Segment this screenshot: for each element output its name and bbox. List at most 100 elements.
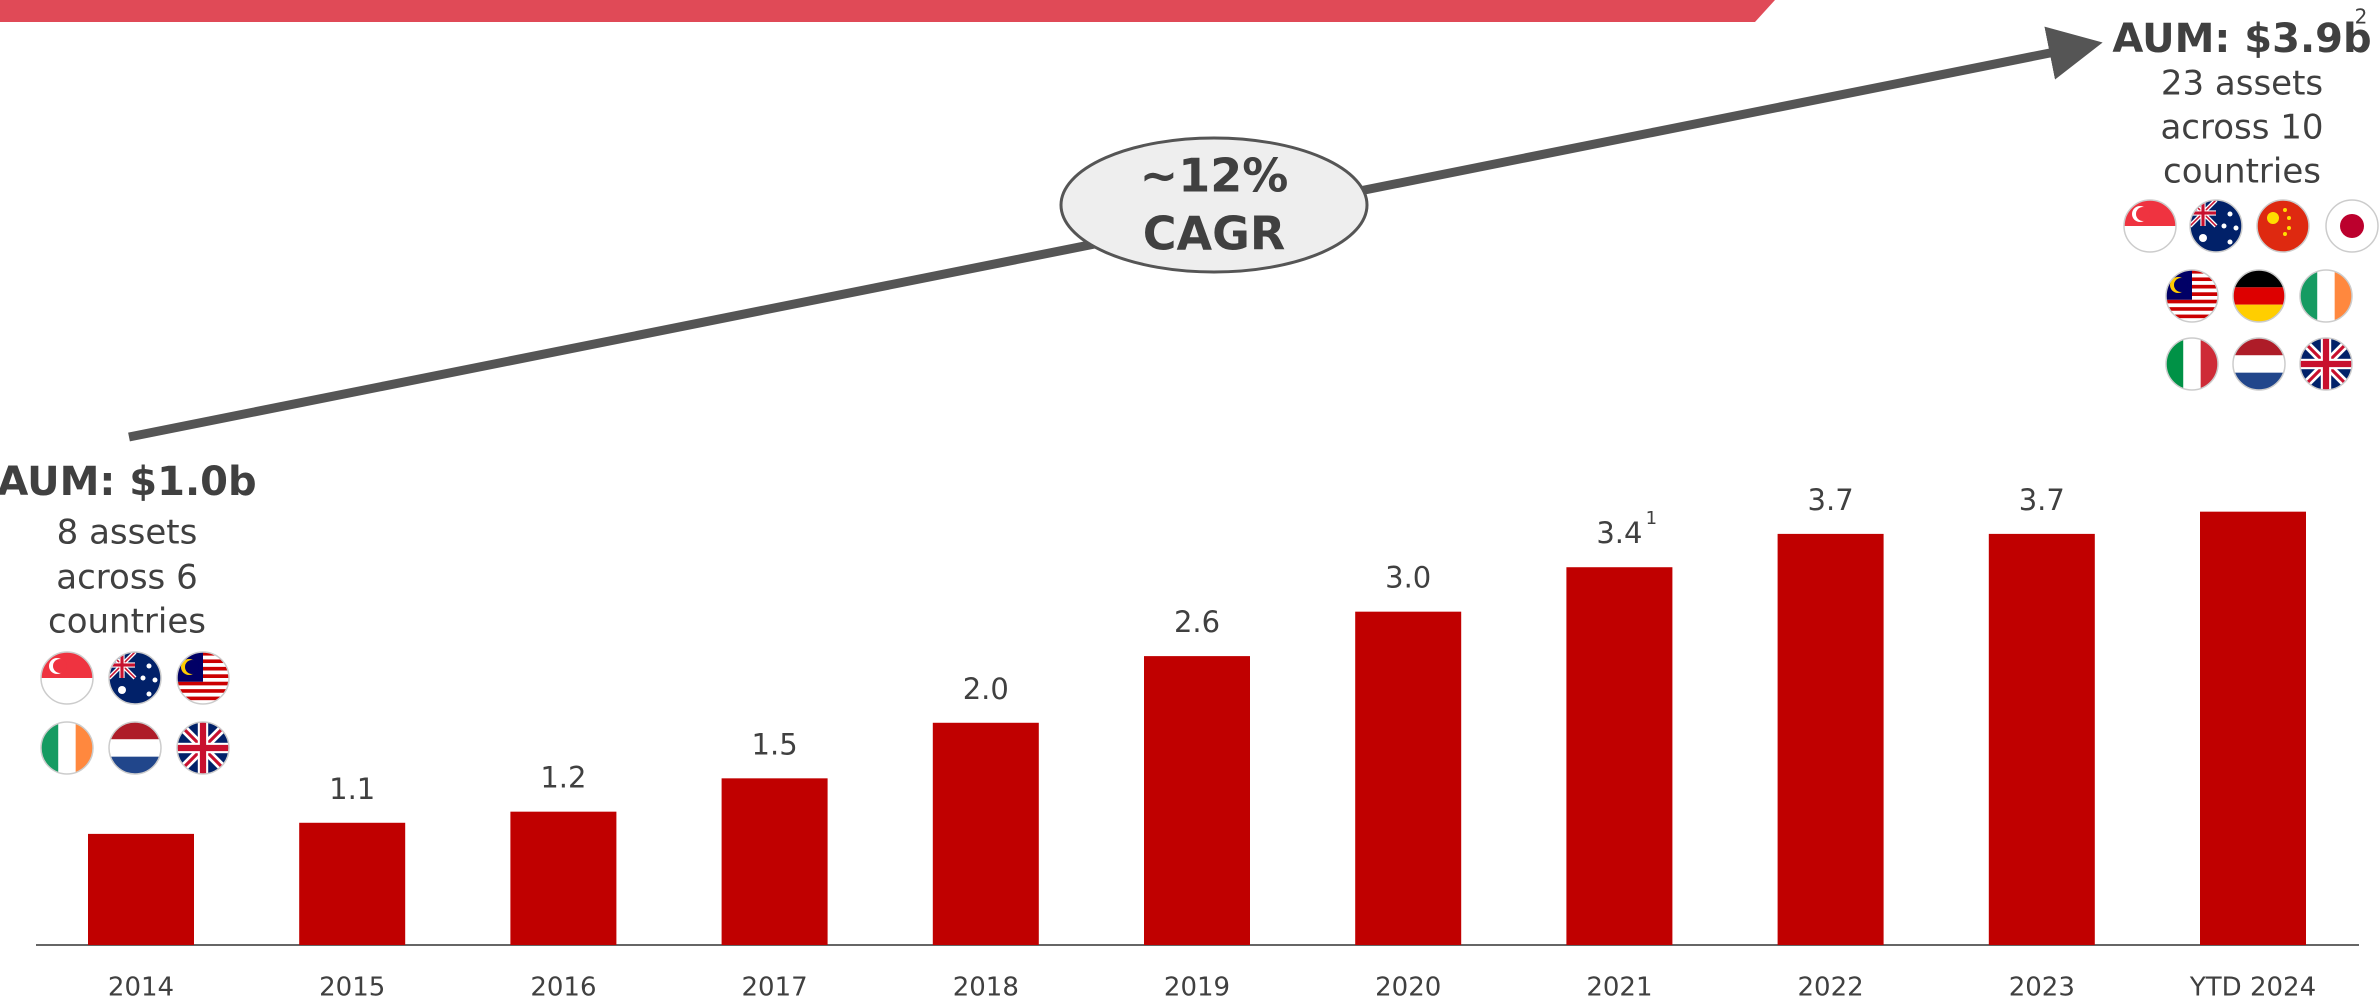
start-line: 8 assets	[57, 513, 198, 553]
x-tick-label: 2020	[1375, 973, 1441, 1002]
flag-part	[177, 681, 229, 686]
cagr-label: CAGR	[1143, 207, 1286, 261]
cagr-value: ~12%	[1140, 149, 1289, 203]
flag	[2166, 270, 2218, 322]
flags	[40, 199, 2379, 775]
flag-part	[2190, 211, 2216, 215]
x-tick-label: 2023	[2009, 973, 2075, 1002]
flag-part	[2287, 226, 2291, 230]
start-line: countries	[48, 602, 206, 642]
flag-part	[146, 663, 152, 669]
flag-part	[2221, 223, 2227, 229]
end-title: AUM: $3.9b	[2112, 16, 2371, 62]
bar	[932, 722, 1039, 945]
flag-part	[109, 722, 161, 740]
flag-border	[2299, 337, 2353, 391]
flag-part	[41, 652, 93, 678]
flag-part	[2166, 303, 2218, 308]
bar	[88, 833, 194, 945]
footnote-marker: 2	[2355, 5, 2368, 29]
value-label: 1.1	[329, 772, 375, 806]
x-tick-label: 2018	[953, 973, 1019, 1002]
flag-part	[2166, 338, 2184, 390]
flag	[177, 722, 229, 774]
flag-part	[177, 744, 229, 752]
flag-part	[2300, 360, 2352, 368]
flag	[41, 722, 93, 774]
flag-part	[2233, 304, 2285, 322]
footnote-marker: 1	[1646, 508, 1657, 529]
flag	[2300, 270, 2352, 322]
flag-part	[2317, 270, 2335, 322]
bar	[1355, 611, 1462, 945]
bar	[1777, 533, 1884, 945]
flag-part	[152, 677, 158, 683]
flag-part	[2124, 200, 2176, 226]
flag-border	[108, 721, 162, 775]
flag	[2300, 338, 2352, 390]
value-label: 3.4	[1596, 516, 1642, 550]
flag-part	[53, 659, 67, 673]
flag	[2233, 338, 2285, 390]
flag-border	[2232, 269, 2286, 323]
value-label: 3.0	[1385, 561, 1431, 595]
flag-part	[109, 756, 161, 774]
flag-border	[2165, 269, 2219, 323]
end-line: across 10	[2160, 108, 2323, 148]
flag-part	[2183, 338, 2201, 390]
value-label: 3.7	[1808, 483, 1854, 517]
flag-part	[2233, 355, 2285, 373]
bar	[2200, 511, 2306, 945]
flag-part	[2340, 214, 2364, 238]
flag-part	[2166, 318, 2218, 322]
flag	[2257, 200, 2309, 252]
flag-part	[2166, 307, 2218, 311]
flag-part	[177, 685, 229, 690]
flag-part	[2199, 234, 2207, 242]
flag-part	[177, 700, 229, 704]
flag-border	[2299, 269, 2353, 323]
flag-part	[2233, 372, 2285, 390]
start-line: across 6	[56, 558, 197, 598]
flag-part	[2124, 226, 2176, 252]
end-line: 23 assets	[2161, 64, 2323, 104]
flag	[2326, 200, 2378, 252]
flag-part	[41, 722, 59, 774]
end-line: countries	[2163, 152, 2321, 192]
x-tick-label: 2015	[319, 973, 385, 1002]
flag-part	[2174, 278, 2188, 292]
flag-part	[140, 675, 146, 681]
flag-part	[2227, 211, 2233, 217]
flag-part	[146, 691, 152, 697]
value-label: 2.6	[1174, 605, 1220, 639]
flag-part	[2227, 239, 2233, 245]
flag-part	[2300, 270, 2318, 322]
flag-border	[176, 721, 230, 775]
cagr-bubble	[1059, 136, 1369, 274]
flag-part	[2287, 216, 2291, 220]
flag-part	[2267, 212, 2279, 224]
flag-part	[41, 678, 93, 704]
flag-border	[108, 651, 162, 705]
flag-part	[177, 692, 229, 697]
bar	[1988, 533, 2095, 945]
flag-part	[2166, 299, 2218, 304]
flag-border	[2123, 199, 2177, 253]
flag-border	[2256, 199, 2310, 253]
flag	[2166, 338, 2218, 390]
flag-part	[2166, 310, 2218, 315]
flag-part	[2200, 338, 2218, 390]
flag-part	[109, 663, 135, 667]
flag	[177, 652, 229, 704]
flag-part	[2257, 200, 2309, 252]
flag-part	[2283, 232, 2287, 236]
x-tick-label: 2014	[108, 973, 174, 1002]
flag-part	[2233, 225, 2239, 231]
flag	[109, 722, 161, 774]
x-tick-label: YTD 2024	[2189, 973, 2316, 1002]
x-tick-label: 2019	[1164, 973, 1230, 1002]
bar	[721, 778, 828, 945]
flag-part	[109, 739, 161, 757]
bar	[510, 811, 617, 945]
